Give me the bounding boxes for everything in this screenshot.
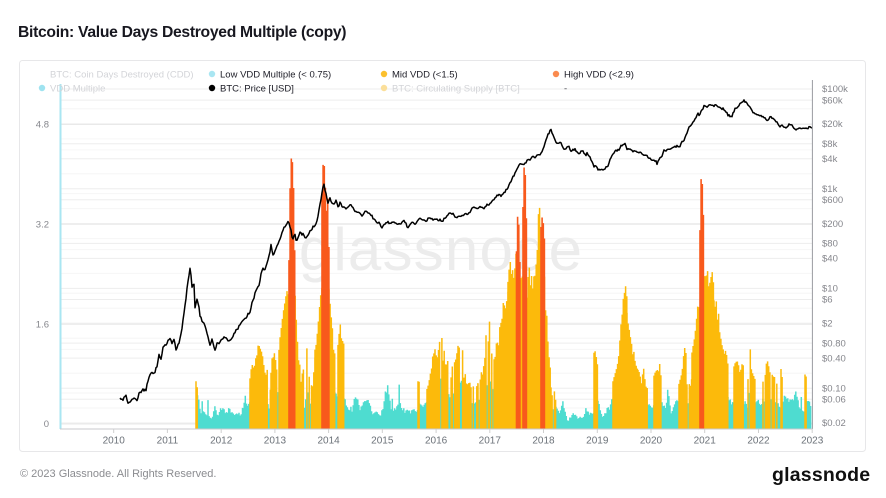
svg-text:$0.40: $0.40 (822, 353, 846, 364)
svg-text:2017: 2017 (479, 436, 502, 447)
svg-text:$4k: $4k (822, 154, 838, 165)
svg-text:BTC: Price [USD]: BTC: Price [USD] (220, 83, 294, 94)
svg-text:$0.10: $0.10 (822, 383, 846, 394)
svg-text:$1k: $1k (822, 184, 838, 195)
svg-text:2012: 2012 (210, 436, 233, 447)
svg-text:$8k: $8k (822, 139, 838, 150)
svg-text:2020: 2020 (640, 436, 663, 447)
svg-text:$10: $10 (822, 284, 838, 295)
svg-text:$20k: $20k (822, 119, 843, 130)
svg-text:2015: 2015 (371, 436, 394, 447)
svg-text:Mid VDD (<1.5): Mid VDD (<1.5) (392, 69, 458, 80)
svg-text:$600: $600 (822, 195, 843, 206)
svg-text:$0.80: $0.80 (822, 338, 846, 349)
svg-text:$2: $2 (822, 319, 833, 330)
svg-text:$100k: $100k (822, 84, 848, 95)
svg-text:2019: 2019 (586, 436, 609, 447)
svg-text:0: 0 (44, 419, 49, 430)
svg-text:$60k: $60k (822, 95, 843, 106)
svg-text:2022: 2022 (747, 436, 770, 447)
svg-text:2011: 2011 (157, 436, 179, 447)
svg-text:Bitcoin: Value Days Destroyed: Bitcoin: Value Days Destroyed Multiple (… (18, 24, 346, 41)
svg-text:-: - (564, 83, 567, 94)
svg-text:$0.06: $0.06 (822, 394, 846, 405)
svg-text:2018: 2018 (532, 436, 555, 447)
svg-text:$80: $80 (822, 239, 838, 250)
svg-text:2021: 2021 (694, 436, 717, 447)
svg-text:$0.02: $0.02 (822, 418, 846, 429)
svg-text:glassnode: glassnode (299, 216, 583, 283)
svg-text:2010: 2010 (103, 436, 126, 447)
svg-text:Low VDD Multiple (< 0.75): Low VDD Multiple (< 0.75) (220, 69, 331, 80)
svg-text:glassnode: glassnode (772, 464, 870, 486)
svg-text:2016: 2016 (425, 436, 448, 447)
svg-text:2013: 2013 (264, 436, 287, 447)
svg-text:$6: $6 (822, 295, 833, 306)
svg-text:2014: 2014 (317, 436, 340, 447)
svg-text:High VDD (<2.9): High VDD (<2.9) (564, 69, 634, 80)
svg-text:VDD Multiple: VDD Multiple (50, 83, 105, 94)
svg-text:2023: 2023 (801, 436, 824, 447)
svg-text:BTC: Circulating Supply [BTC]: BTC: Circulating Supply [BTC] (392, 83, 520, 94)
svg-text:3.2: 3.2 (36, 220, 49, 231)
svg-text:$40: $40 (822, 254, 838, 265)
svg-text:© 2023 Glassnode. All Rights R: © 2023 Glassnode. All Rights Reserved. (20, 468, 216, 480)
svg-text:4.8: 4.8 (36, 120, 49, 131)
svg-text:BTC: Coin Days Destroyed (CDD): BTC: Coin Days Destroyed (CDD) (50, 69, 194, 80)
svg-text:$200: $200 (822, 219, 843, 230)
svg-text:1.6: 1.6 (36, 319, 49, 330)
